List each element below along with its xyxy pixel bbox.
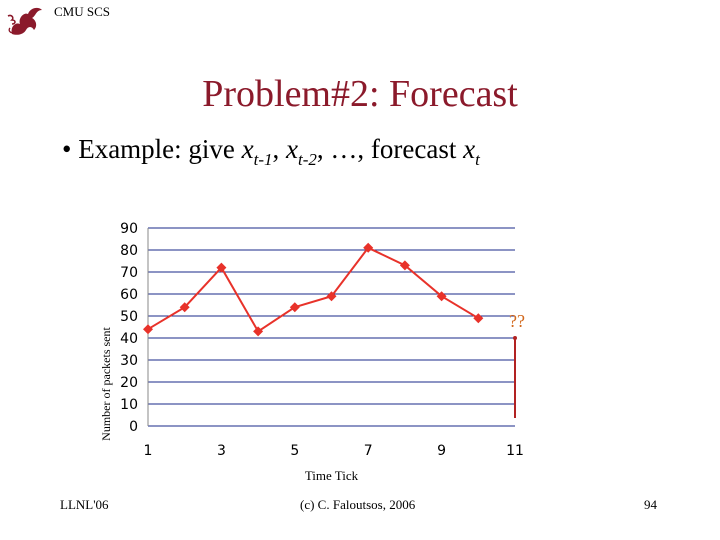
sep-1: ,: [272, 134, 287, 164]
brand-label: CMU SCS: [54, 4, 110, 19]
data-point: [216, 262, 227, 273]
footer-venue: LLNL'06: [60, 497, 109, 512]
sub-t-1: t-1: [253, 150, 273, 169]
x-tick-label: 7: [364, 443, 373, 459]
y-tick-label: 80: [120, 243, 138, 259]
data-point: [473, 313, 484, 324]
y-tick-label: 0: [129, 419, 138, 435]
var-x2: x: [286, 134, 299, 164]
y-tick-label: 40: [120, 331, 138, 347]
data-point: [179, 302, 190, 313]
bullet-prefix: • Example: give: [62, 134, 242, 164]
forecast-question-label: ??: [509, 311, 525, 331]
forecast-dot: [513, 336, 517, 340]
x-tick-label: 3: [217, 443, 226, 459]
x-axis-label: Time Tick: [305, 468, 359, 483]
forecast-line-chart: 0 10 20 30 40 50 60 70 80 90 1 3 5 7 9 11 Time Tick Numbe…: [99, 221, 525, 483]
data-point: [399, 260, 410, 271]
series-line: [147, 246, 479, 333]
sub-t-2: t-2: [298, 150, 317, 169]
page-number: 94: [644, 497, 657, 512]
footer-copyright: (c) C. Faloutsos, 2006: [300, 497, 416, 512]
data-point: [253, 326, 264, 337]
sub-t: t: [475, 150, 480, 169]
y-tick-label: 90: [120, 221, 138, 237]
y-tick-label: 10: [120, 397, 138, 413]
y-tick-label: 70: [120, 265, 138, 281]
sep-2: , …, forecast: [316, 134, 464, 164]
bullet-example: • Example: give xt-1, xt-2, …, forecast …: [62, 134, 480, 170]
y-axis-label: Number of packets sent: [99, 327, 113, 441]
var-x1: x: [241, 134, 254, 164]
data-point: [436, 291, 447, 302]
y-tick-label: 60: [120, 287, 138, 303]
y-tick-label: 30: [120, 353, 138, 369]
x-tick-label: 11: [506, 443, 524, 459]
y-tick-label: 50: [120, 309, 138, 325]
x-tick-label: 1: [144, 443, 153, 459]
slide-title: Problem#2: Forecast: [202, 73, 518, 115]
griffin-logo-icon: [7, 7, 42, 35]
data-point: [143, 324, 153, 335]
var-x3: x: [463, 134, 476, 164]
data-point: [363, 242, 374, 253]
y-tick-label: 20: [120, 375, 138, 391]
data-point: [289, 302, 300, 313]
x-tick-label: 5: [290, 443, 299, 459]
x-tick-label: 9: [437, 443, 446, 459]
data-point: [326, 291, 337, 302]
